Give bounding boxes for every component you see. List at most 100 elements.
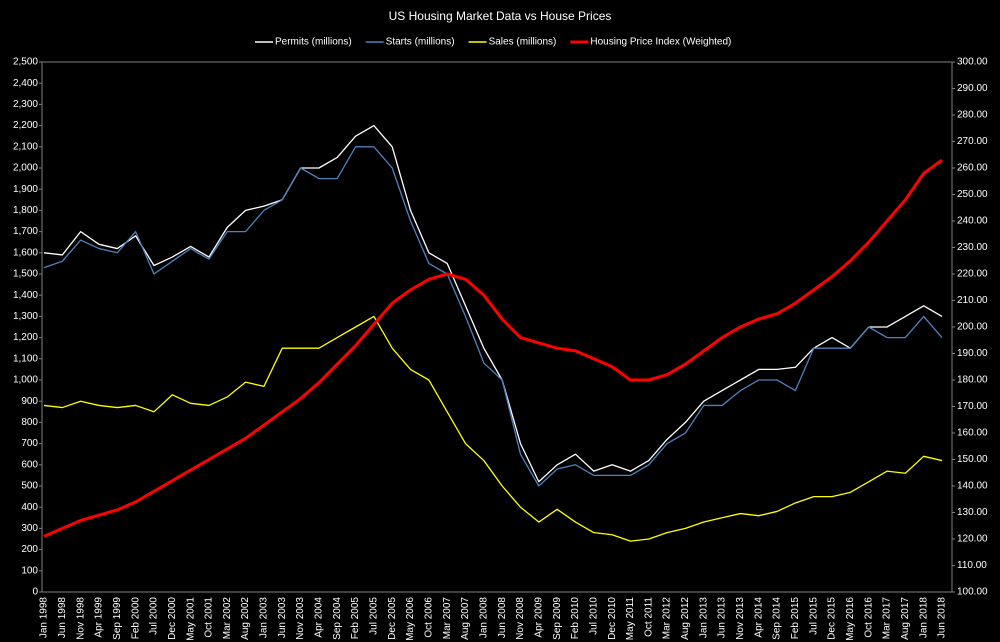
y-tick-label: 2,500 bbox=[13, 57, 38, 68]
x-tick-label: Apr 1999 bbox=[94, 597, 105, 638]
y-tick-label: 500 bbox=[21, 481, 38, 492]
y2-tick-label: 270.00 bbox=[957, 136, 988, 147]
x-tick-label: Sep 1999 bbox=[112, 597, 123, 640]
legend-label: Starts (millions) bbox=[386, 37, 455, 48]
legend-label: Sales (millions) bbox=[489, 37, 557, 48]
y-tick-label: 1,600 bbox=[13, 247, 38, 258]
x-tick-label: Feb 2010 bbox=[570, 597, 581, 640]
x-tick-label: Dec 2005 bbox=[387, 597, 398, 640]
series-line bbox=[43, 315, 943, 542]
x-tick-label: Dec 2010 bbox=[607, 597, 618, 640]
y-tick-label: 1,300 bbox=[13, 311, 38, 322]
y-tick-label: 900 bbox=[21, 396, 38, 407]
x-tick-label: Mar 2002 bbox=[222, 597, 233, 640]
y2-tick-label: 180.00 bbox=[957, 375, 988, 386]
legend-label: Permits (millions) bbox=[275, 37, 352, 48]
y2-tick-label: 240.00 bbox=[957, 216, 988, 227]
x-tick-label: Jul 2015 bbox=[808, 597, 819, 635]
y-tick-label: 100 bbox=[21, 565, 38, 576]
x-tick-label: May 2016 bbox=[845, 597, 856, 641]
x-tick-label: Mar 2012 bbox=[662, 597, 673, 640]
x-tick-label: Jan 2013 bbox=[698, 597, 709, 639]
y2-tick-label: 160.00 bbox=[957, 428, 988, 439]
y2-tick-label: 290.00 bbox=[957, 83, 988, 94]
x-tick-label: Jul 2000 bbox=[149, 597, 160, 635]
x-tick-label: Dec 2000 bbox=[167, 597, 178, 640]
y-tick-label: 1,400 bbox=[13, 290, 38, 301]
x-tick-label: Oct 2016 bbox=[863, 597, 874, 638]
y2-tick-label: 130.00 bbox=[957, 507, 988, 518]
plot-frame bbox=[41, 61, 953, 593]
x-tick-label: Jan 1998 bbox=[39, 597, 50, 639]
y-tick-label: 2,100 bbox=[13, 141, 38, 152]
series-line bbox=[43, 158, 943, 538]
y-tick-label: 800 bbox=[21, 417, 38, 428]
y-tick-label: 1,900 bbox=[13, 184, 38, 195]
series-line bbox=[43, 146, 943, 487]
x-tick-label: Nov 2013 bbox=[735, 597, 746, 640]
x-tick-label: Mar 2017 bbox=[882, 597, 893, 640]
y2-tick-label: 190.00 bbox=[957, 348, 988, 359]
y2-tick-label: 170.00 bbox=[957, 401, 988, 412]
y-tick-label: 1,100 bbox=[13, 353, 38, 364]
y-tick-label: 1,000 bbox=[13, 375, 38, 386]
x-tick-label: Jun 1998 bbox=[57, 597, 68, 639]
y-tick-label: 1,800 bbox=[13, 205, 38, 216]
x-tick-label: May 2006 bbox=[405, 597, 416, 641]
y2-tick-label: 300.00 bbox=[957, 57, 988, 68]
x-tick-label: Apr 2009 bbox=[533, 597, 544, 638]
x-tick-label: Jan 2018 bbox=[918, 597, 929, 639]
x-tick-label: Jan 2008 bbox=[478, 597, 489, 639]
y-tick-label: 2,000 bbox=[13, 163, 38, 174]
x-tick-label: Feb 2015 bbox=[790, 597, 801, 640]
x-tick-label: Jun 2003 bbox=[277, 597, 288, 639]
x-tick-label: Apr 2014 bbox=[753, 597, 764, 638]
legend-label: Housing Price Index (Weighted) bbox=[590, 37, 731, 48]
y2-tick-label: 150.00 bbox=[957, 454, 988, 465]
x-tick-label: Aug 2017 bbox=[900, 597, 911, 640]
x-tick-label: Jun 2008 bbox=[497, 597, 508, 639]
y-tick-label: 300 bbox=[21, 523, 38, 534]
x-tick-label: Sep 2014 bbox=[772, 597, 783, 640]
y2-tick-label: 100.00 bbox=[957, 587, 988, 598]
x-tick-label: Jan 2003 bbox=[259, 597, 270, 639]
series-line bbox=[43, 124, 943, 483]
y-tick-label: 2,300 bbox=[13, 99, 38, 110]
chart-title: US Housing Market Data vs House Prices bbox=[389, 9, 612, 23]
y2-tick-label: 120.00 bbox=[957, 534, 988, 545]
y2-tick-label: 210.00 bbox=[957, 295, 988, 306]
y-tick-label: 2,200 bbox=[13, 120, 38, 131]
x-tick-label: Nov 1998 bbox=[75, 597, 86, 640]
y-tick-label: 0 bbox=[32, 587, 38, 598]
x-tick-label: Sep 2004 bbox=[332, 597, 343, 640]
x-tick-label: May 2001 bbox=[185, 597, 196, 641]
y-tick-label: 1,200 bbox=[13, 332, 38, 343]
x-tick-label: Oct 2006 bbox=[423, 597, 434, 638]
x-tick-label: Feb 2000 bbox=[130, 597, 141, 640]
x-tick-label: Apr 2004 bbox=[314, 597, 325, 638]
y2-tick-label: 140.00 bbox=[957, 481, 988, 492]
x-tick-label: Aug 2012 bbox=[680, 597, 691, 640]
x-tick-label: Dec 2015 bbox=[827, 597, 838, 640]
x-tick-label: Mar 2007 bbox=[442, 597, 453, 640]
x-tick-label: Nov 2003 bbox=[295, 597, 306, 640]
y2-tick-label: 110.00 bbox=[957, 560, 987, 571]
y-tick-label: 600 bbox=[21, 459, 38, 470]
y-tick-label: 700 bbox=[21, 438, 38, 449]
y-tick-label: 2,400 bbox=[13, 78, 38, 89]
x-tick-label: Jul 2005 bbox=[369, 597, 380, 635]
x-tick-label: Aug 2002 bbox=[240, 597, 251, 640]
x-tick-label: Sep 2009 bbox=[552, 597, 563, 640]
y2-tick-label: 250.00 bbox=[957, 189, 988, 200]
x-tick-label: May 2011 bbox=[625, 597, 636, 641]
x-tick-label: Nov 2008 bbox=[515, 597, 526, 640]
x-tick-label: Oct 2011 bbox=[643, 597, 654, 637]
y2-tick-label: 260.00 bbox=[957, 163, 988, 174]
y-tick-label: 400 bbox=[21, 502, 38, 513]
x-tick-label: Jul 2010 bbox=[588, 597, 599, 635]
x-tick-label: Jun 2013 bbox=[717, 597, 728, 639]
x-tick-label: Aug 2007 bbox=[460, 597, 471, 640]
y-tick-label: 1,500 bbox=[13, 269, 38, 280]
x-tick-label: Feb 2005 bbox=[350, 597, 361, 640]
